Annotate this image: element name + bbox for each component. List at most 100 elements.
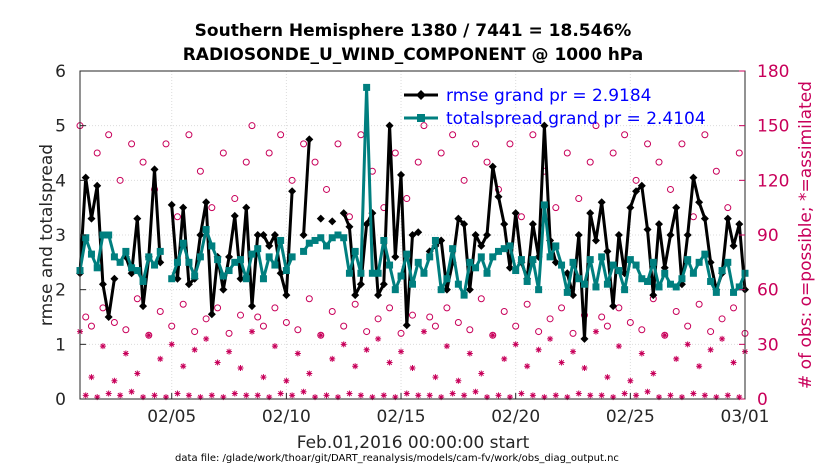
obs-assimilated-point bbox=[363, 346, 370, 353]
rmse-point bbox=[706, 258, 715, 267]
obs-possible-point bbox=[133, 295, 141, 303]
obs-possible-point bbox=[288, 176, 296, 184]
obs-possible-point bbox=[231, 195, 239, 203]
obs-possible-point bbox=[437, 149, 445, 157]
rmse-point bbox=[356, 280, 365, 289]
obs-possible-point bbox=[116, 176, 124, 184]
obs-possible-point bbox=[724, 204, 732, 212]
obs-possible-point bbox=[242, 158, 250, 166]
legend-rmse-label: rmse grand pr = 2.9184 bbox=[446, 86, 651, 106]
obs-assimilated-point bbox=[277, 390, 284, 397]
obs-possible-point bbox=[592, 122, 600, 130]
totalspread-point bbox=[586, 256, 594, 264]
totalspread-point bbox=[380, 236, 388, 244]
obs-assimilated-point bbox=[174, 390, 181, 397]
legend: rmse grand pr = 2.9184 totalspread grand… bbox=[404, 86, 706, 129]
obs-assimilated-point bbox=[610, 394, 617, 401]
obs-possible-point bbox=[443, 304, 451, 312]
obs-assimilated-point bbox=[254, 392, 261, 399]
obs-assimilated-point bbox=[386, 359, 393, 366]
totalspread-point bbox=[735, 283, 743, 291]
obs-possible-point bbox=[219, 149, 227, 157]
obs-assimilated-point bbox=[369, 394, 376, 401]
obs-assimilated-point bbox=[248, 328, 255, 335]
obs-assimilated-point bbox=[575, 390, 582, 397]
obs-assimilated-point bbox=[134, 370, 141, 377]
obs-possible-point bbox=[311, 158, 319, 166]
obs-possible-point bbox=[426, 313, 434, 321]
rmse-point bbox=[299, 231, 308, 239]
obs-possible-point bbox=[546, 315, 554, 323]
totalspread-point bbox=[300, 247, 308, 255]
rmse-point bbox=[104, 313, 113, 321]
obs-assimilated-point bbox=[294, 350, 301, 357]
totalspread-point bbox=[305, 239, 313, 247]
obs-assimilated-point bbox=[409, 365, 416, 372]
obs-possible-point bbox=[563, 149, 571, 157]
rmse-point bbox=[488, 162, 497, 171]
totalspread-point bbox=[598, 253, 606, 261]
rmse-point bbox=[81, 173, 90, 182]
rmse-point bbox=[207, 310, 216, 319]
totalspread-point bbox=[546, 253, 554, 261]
rmse-point bbox=[133, 214, 142, 223]
rmse-point bbox=[465, 285, 474, 294]
totalspread-point bbox=[512, 267, 520, 275]
totalspread-point bbox=[248, 250, 256, 258]
totalspread-point bbox=[443, 275, 451, 283]
obs-assimilated-point bbox=[105, 390, 112, 397]
obs-possible-point bbox=[110, 318, 118, 326]
rmse-point bbox=[689, 173, 698, 182]
obs-assimilated-point bbox=[157, 355, 164, 362]
totalspread-point bbox=[621, 286, 629, 294]
totalspread-point bbox=[156, 247, 164, 255]
totalspread-point bbox=[271, 261, 279, 269]
rmse-point bbox=[225, 252, 234, 261]
totalspread-point bbox=[128, 264, 136, 272]
obs-possible-point bbox=[409, 311, 416, 319]
obs-assimilated-point bbox=[615, 343, 622, 350]
obs-possible-point bbox=[122, 326, 130, 334]
obs-possible-point bbox=[208, 204, 216, 212]
totalspread-point bbox=[265, 253, 273, 261]
obs-assimilated-point bbox=[719, 335, 726, 342]
obs-possible-point bbox=[162, 140, 170, 148]
rmse-point bbox=[391, 252, 400, 261]
obs-assimilated-point bbox=[226, 348, 233, 355]
totalspread-point bbox=[684, 256, 692, 264]
obs-assimilated-point bbox=[392, 394, 399, 401]
obs-assimilated-point bbox=[180, 363, 187, 370]
obs-assimilated-point bbox=[524, 363, 531, 370]
obs-possible-point bbox=[506, 140, 514, 148]
y-tick-label: 0 bbox=[55, 390, 66, 410]
totalspread-point bbox=[730, 288, 738, 296]
totalspread-point bbox=[363, 83, 371, 91]
rmse-point bbox=[603, 247, 612, 256]
rmse-point bbox=[723, 214, 732, 223]
obs-assimilated-point bbox=[678, 394, 685, 401]
obs-assimilated-point bbox=[334, 394, 341, 401]
totalspread-point bbox=[500, 245, 508, 253]
y-tick-label: 3 bbox=[55, 226, 66, 246]
obs-possible-point bbox=[483, 158, 491, 166]
obs-assimilated-point bbox=[415, 392, 422, 399]
y-right-tick-label: 90 bbox=[757, 226, 779, 246]
obs-possible-point bbox=[707, 328, 715, 336]
obs-assimilated-point bbox=[151, 392, 158, 399]
obs-assimilated-point bbox=[644, 388, 651, 395]
obs-assimilated-point bbox=[707, 346, 714, 353]
obs-assimilated-point bbox=[598, 392, 605, 399]
totalspread-point bbox=[506, 242, 514, 250]
obs-possible-point bbox=[552, 204, 560, 212]
obs-assimilated-point bbox=[426, 392, 433, 399]
totalspread-point bbox=[494, 247, 502, 255]
obs-possible-point bbox=[277, 131, 285, 139]
rmse-point bbox=[672, 203, 681, 212]
obs-assimilated-point bbox=[633, 392, 640, 399]
totalspread-point bbox=[523, 277, 531, 285]
y-right-tick-label: 120 bbox=[757, 171, 789, 191]
obs-possible-point bbox=[82, 313, 90, 321]
obs-possible-point bbox=[684, 322, 692, 330]
rmse-point bbox=[729, 241, 738, 250]
obs-assimilated-point bbox=[461, 392, 468, 399]
